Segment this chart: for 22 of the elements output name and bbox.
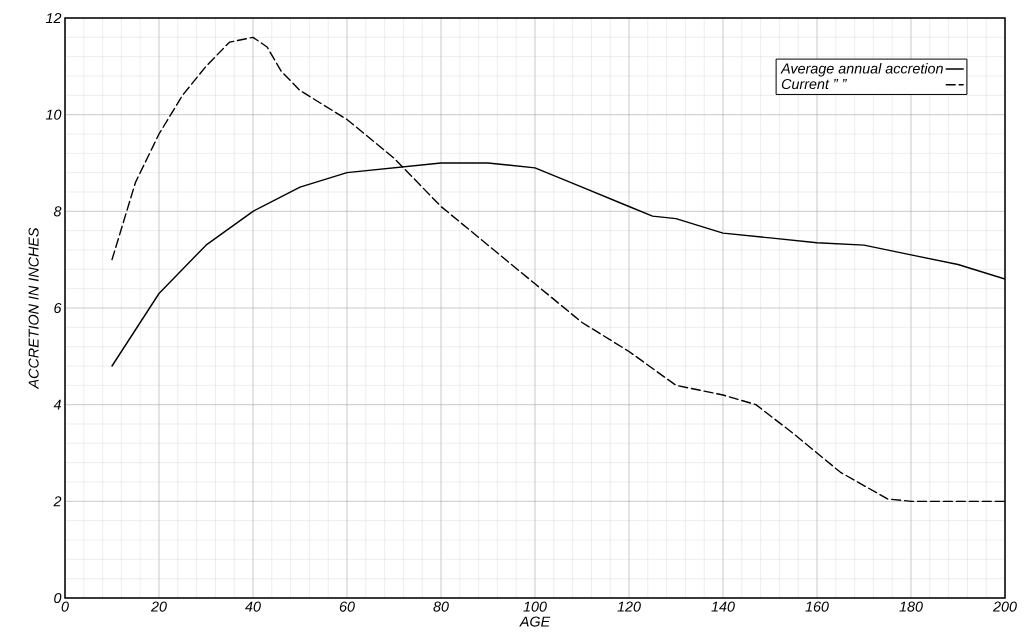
legend-label: Average annual accretion xyxy=(780,63,943,77)
y-tick-label: 12 xyxy=(45,12,62,23)
y-axis-title: ACCRETION IN INCHES xyxy=(28,227,39,390)
x-tick-label: 20 xyxy=(150,601,167,612)
x-tick-label: 80 xyxy=(433,601,449,612)
x-tick-label: 200 xyxy=(992,601,1017,612)
y-tick-label: 6 xyxy=(54,302,62,314)
x-tick-label: 160 xyxy=(805,601,829,612)
x-axis-title: AGE xyxy=(519,616,551,627)
x-tick-label: 40 xyxy=(245,601,261,612)
y-tick-label: 2 xyxy=(53,496,62,507)
y-tick-label: 4 xyxy=(53,399,61,410)
y-tick-label: 10 xyxy=(45,109,62,120)
y-tick-label: 0 xyxy=(54,592,62,604)
x-tick-label: 60 xyxy=(339,601,355,612)
x-tick-label: 100 xyxy=(523,601,547,612)
text: Current ” ” xyxy=(781,78,847,90)
x-tick-label: 120 xyxy=(617,601,641,612)
y-tick-label: 8 xyxy=(53,206,62,217)
x-tick-label: 140 xyxy=(711,601,735,612)
x-tick-label: 0 xyxy=(61,601,69,612)
x-tick-label: 180 xyxy=(899,601,923,612)
